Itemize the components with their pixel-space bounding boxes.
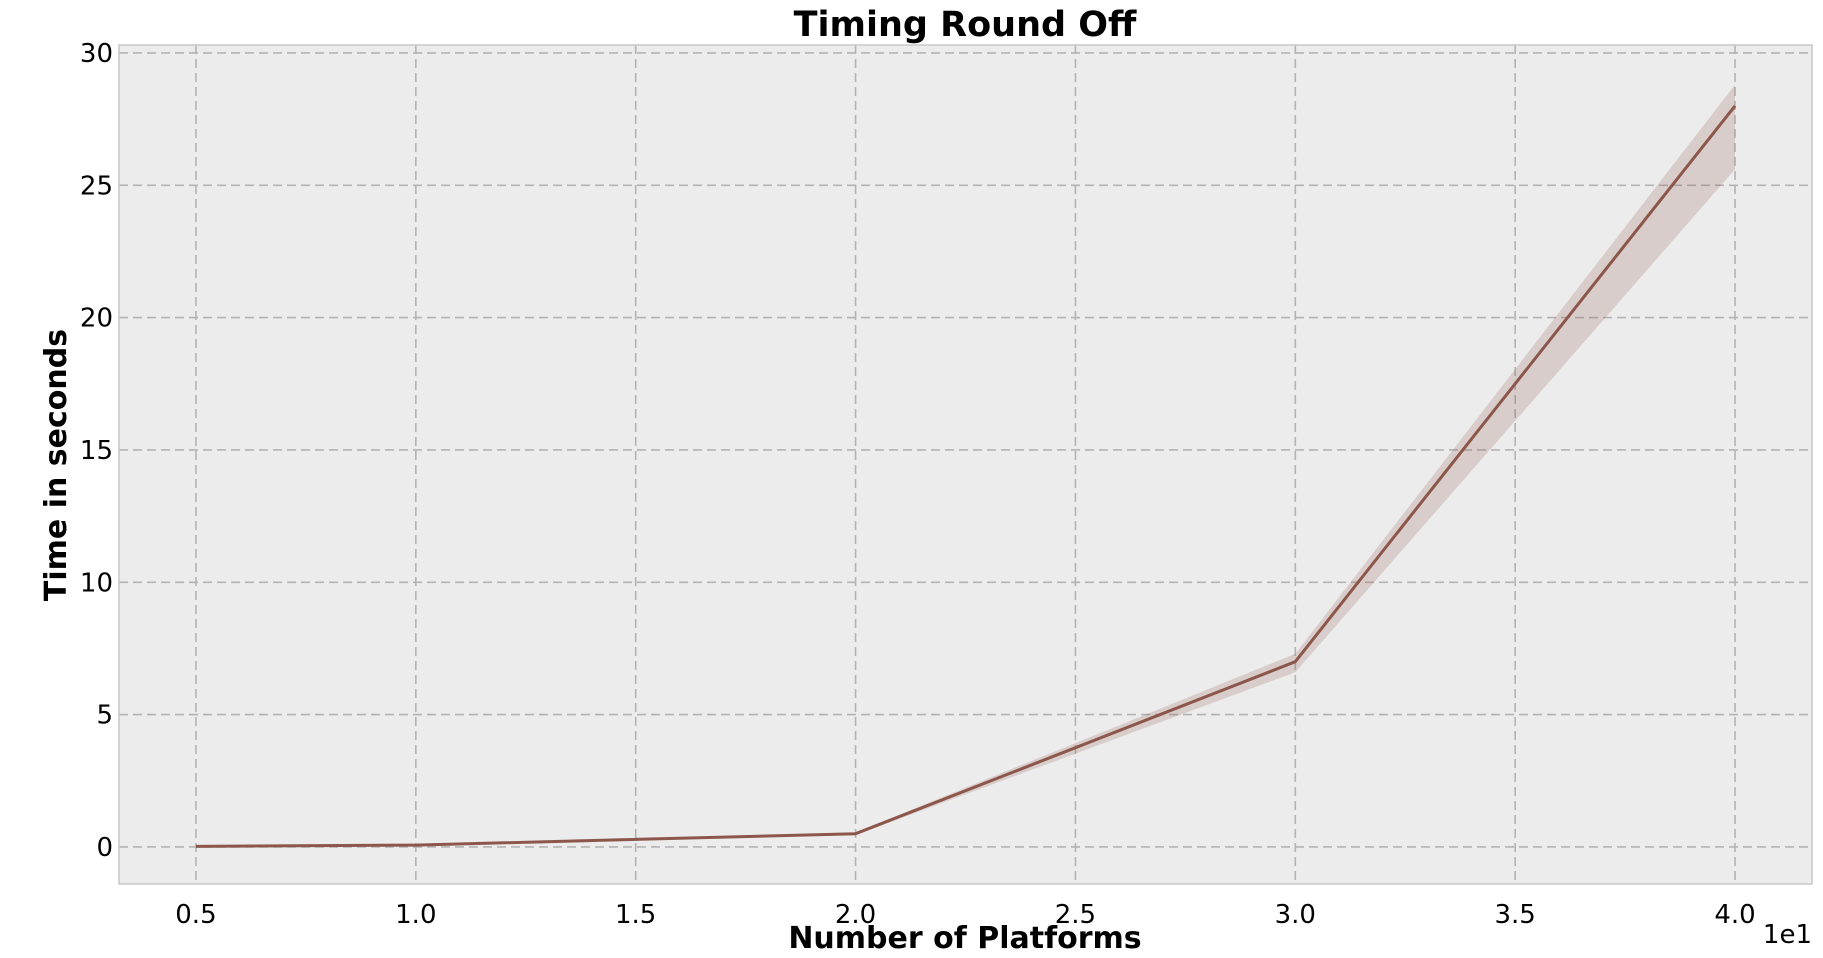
x-tick-label: 1.0 xyxy=(395,900,436,930)
x-tick-label: 3.0 xyxy=(1275,900,1316,930)
x-tick-label: 2.0 xyxy=(835,900,876,930)
grid xyxy=(119,45,1812,884)
x-tick-label: 2.5 xyxy=(1055,900,1096,930)
y-axis-ticks: 0 5 10 15 20 25 30 xyxy=(80,39,113,863)
x-tick-label: 1.5 xyxy=(615,900,656,930)
x-axis-label: Number of Platforms xyxy=(788,921,1141,956)
series-line xyxy=(195,104,1737,848)
x-tick-label: 0.5 xyxy=(175,900,216,930)
chart-title: Timing Round Off xyxy=(794,5,1137,45)
y-axis-label: Time in seconds xyxy=(39,329,74,601)
x-axis-offset-label: 1e1 xyxy=(1763,920,1812,950)
y-tick-label: 10 xyxy=(80,568,113,598)
series-line-layer xyxy=(195,104,1737,848)
y-tick-label: 20 xyxy=(80,304,113,334)
y-tick-label: 15 xyxy=(80,436,113,466)
x-axis-ticks: 0.5 1.0 1.5 2.0 2.5 3.0 3.5 4.0 xyxy=(175,900,1755,930)
y-tick-label: 0 xyxy=(96,833,113,863)
plot-frame xyxy=(118,44,1813,885)
y-tick-label: 25 xyxy=(80,171,113,201)
y-tick-label: 5 xyxy=(96,701,113,731)
y-tick-label: 30 xyxy=(80,39,113,69)
x-tick-label: 4.0 xyxy=(1714,900,1755,930)
plot-area xyxy=(119,45,1812,884)
x-tick-label: 3.5 xyxy=(1494,900,1535,930)
